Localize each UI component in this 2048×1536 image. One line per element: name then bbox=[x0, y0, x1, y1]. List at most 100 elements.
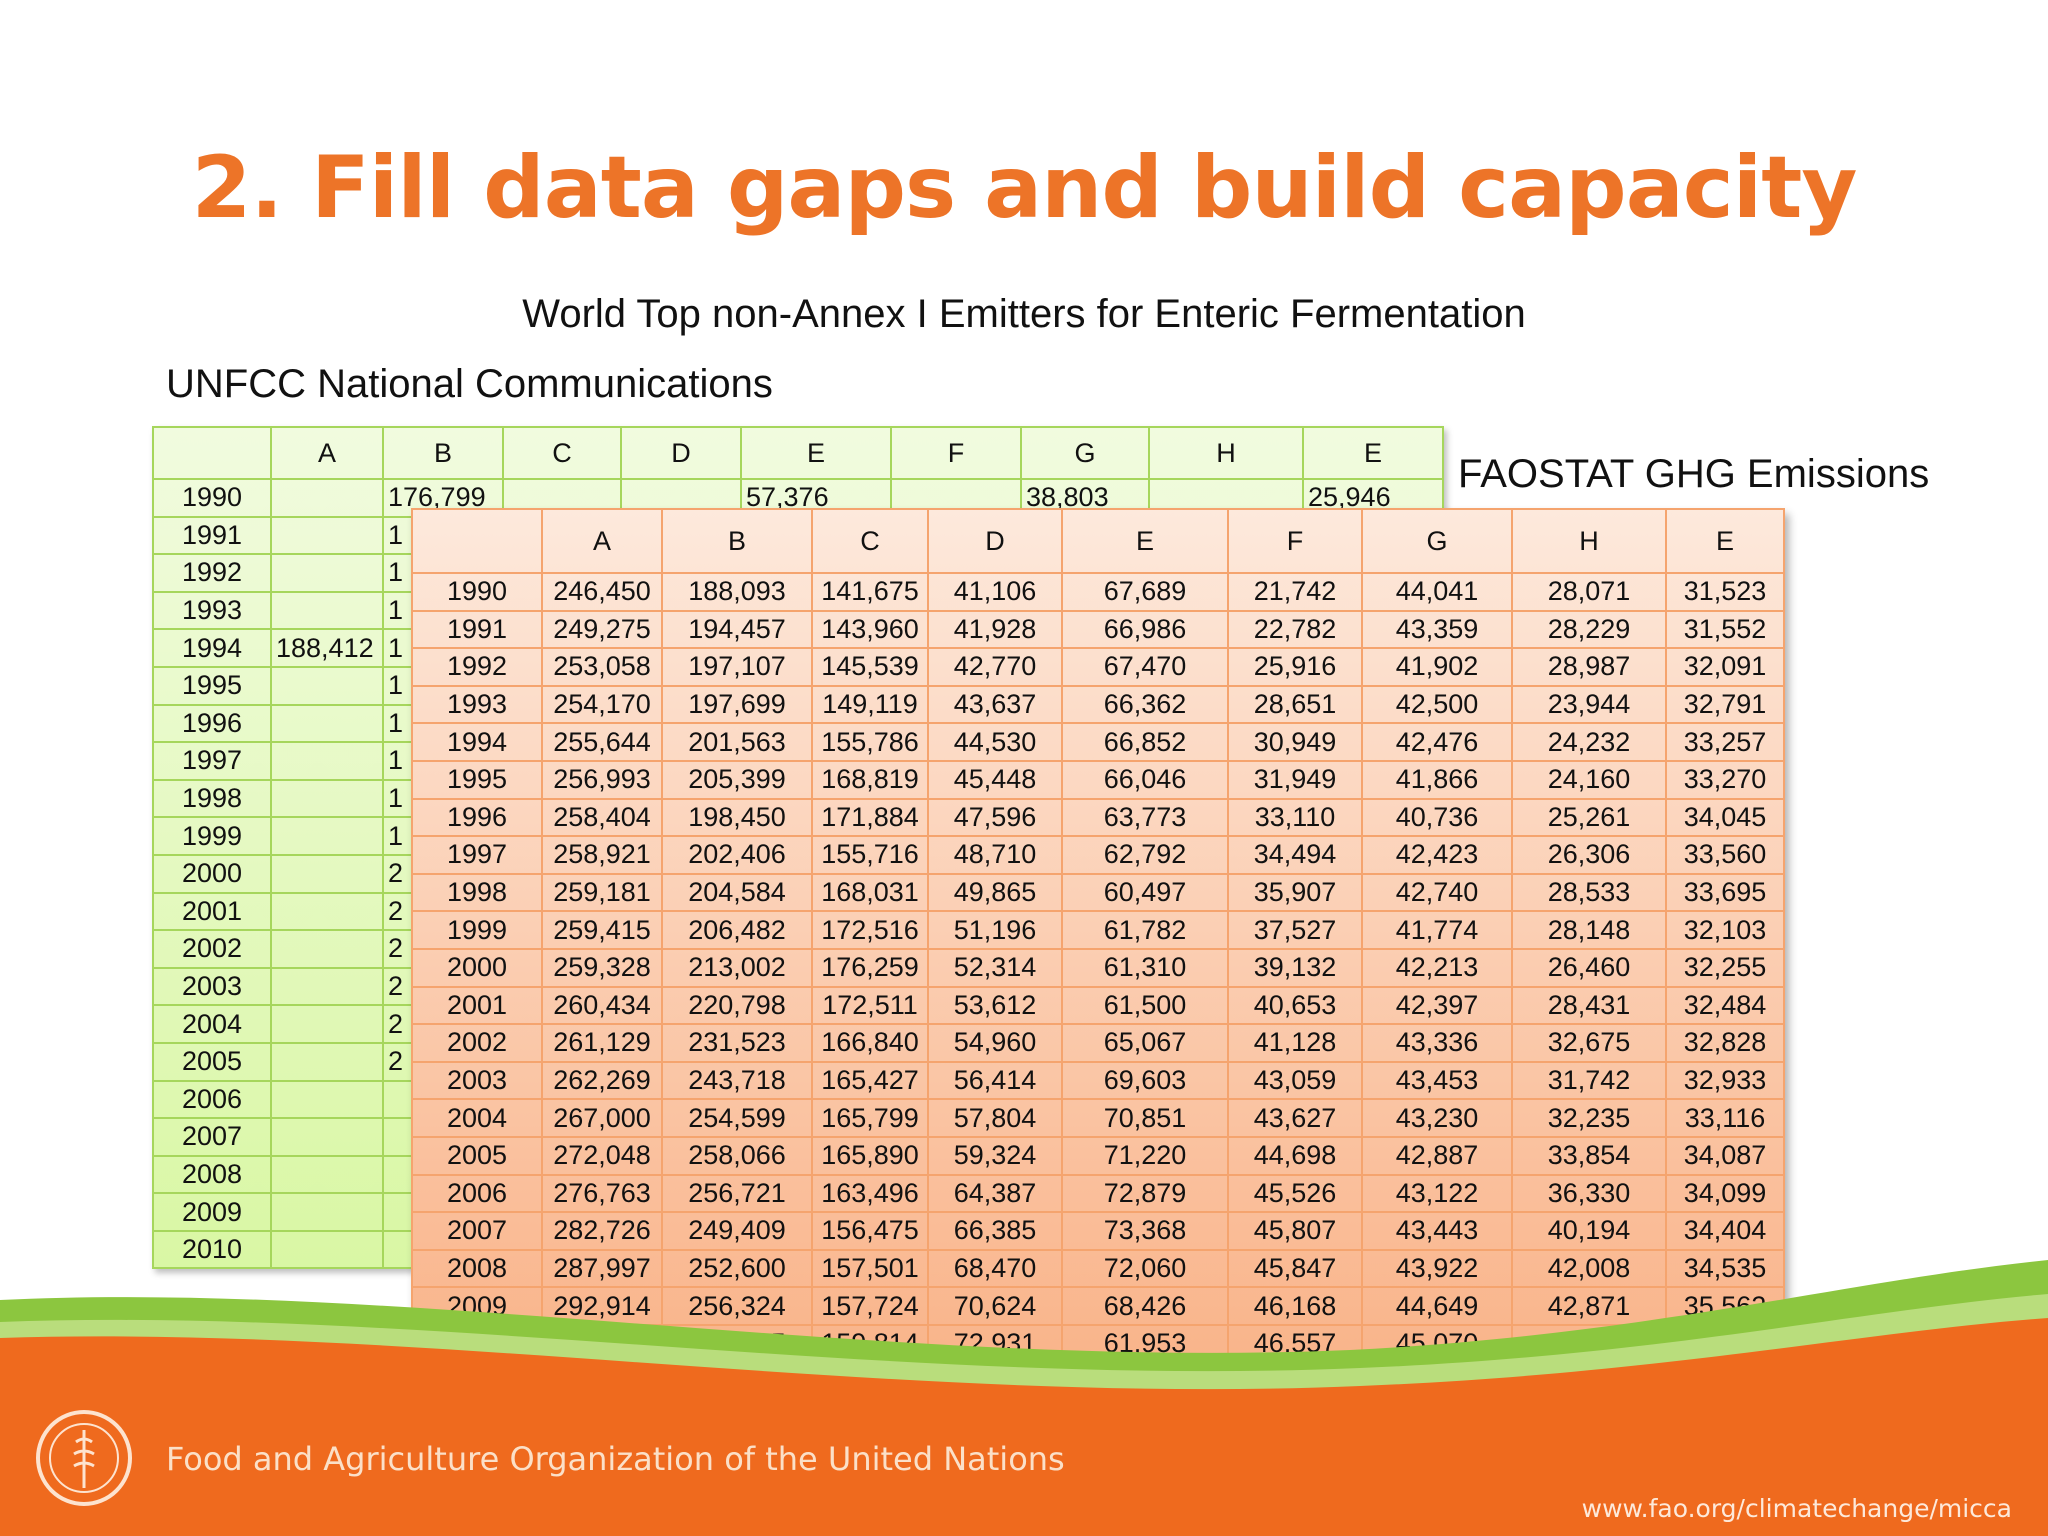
value-cell: 272,048 bbox=[541, 1135, 663, 1176]
year-cell: 2001 bbox=[152, 891, 272, 932]
value-cell: 256,721 bbox=[661, 1173, 813, 1214]
value-cell: 39,132 bbox=[1227, 947, 1363, 988]
organization-name: Food and Agriculture Organization of the… bbox=[166, 1440, 1065, 1478]
value-cell: 41,866 bbox=[1361, 759, 1513, 800]
table-row: 2005 272,048 258,066 165,890 59,324 71,220 44,… bbox=[411, 1135, 1785, 1176]
value-cell: 32,255 bbox=[1665, 947, 1785, 988]
value-cell: 42,213 bbox=[1361, 947, 1513, 988]
value-cell: 70,624 bbox=[927, 1286, 1063, 1326]
value-cell: 42,423 bbox=[1361, 835, 1513, 875]
year-cell: 2006 bbox=[152, 1079, 272, 1120]
column-header: A bbox=[270, 426, 384, 480]
value-cell: 43,627 bbox=[1227, 1098, 1363, 1138]
value-cell: 163,496 bbox=[811, 1173, 929, 1214]
value-cell bbox=[270, 891, 384, 932]
year-cell: 2009 bbox=[152, 1192, 272, 1232]
value-cell: 61,500 bbox=[1061, 985, 1229, 1026]
value-cell bbox=[270, 478, 384, 518]
value-cell: 66,385 bbox=[927, 1211, 1063, 1251]
year-cell: 2004 bbox=[411, 1098, 543, 1138]
value-cell: 197,699 bbox=[661, 684, 813, 725]
year-cell: 1994 bbox=[411, 722, 543, 762]
value-cell: 292,914 bbox=[541, 1286, 663, 1326]
value-cell: 66,852 bbox=[1061, 722, 1229, 762]
value-cell: 261,129 bbox=[541, 1023, 663, 1063]
value-cell: 24,160 bbox=[1511, 759, 1667, 800]
value-cell: 42,008 bbox=[1511, 1248, 1667, 1289]
value-cell: 42,770 bbox=[927, 647, 1063, 687]
value-cell: 26,460 bbox=[1511, 947, 1667, 988]
slide-title: 2. Fill data gaps and build capacity bbox=[191, 138, 1858, 238]
value-cell: 149,119 bbox=[811, 684, 929, 725]
year-cell: 1995 bbox=[411, 759, 543, 800]
value-cell: 40,653 bbox=[1227, 985, 1363, 1026]
year-cell: 2008 bbox=[411, 1248, 543, 1289]
year-cell: 1990 bbox=[411, 572, 543, 612]
value-cell: 59,324 bbox=[927, 1135, 1063, 1176]
value-cell: 155,786 bbox=[811, 722, 929, 762]
value-cell: 33,560 bbox=[1665, 835, 1785, 875]
value-cell: 213,002 bbox=[661, 947, 813, 988]
table-row: 1996 258,404 198,450 171,884 47,596 63,773 33,… bbox=[411, 797, 1785, 838]
value-cell: 66,362 bbox=[1061, 684, 1229, 725]
year-cell: 2002 bbox=[152, 929, 272, 969]
value-cell: 197,107 bbox=[661, 647, 813, 687]
value-cell: 188,412 bbox=[270, 628, 384, 668]
value-cell: 44,649 bbox=[1361, 1286, 1513, 1326]
value-cell: 30,949 bbox=[1227, 722, 1363, 762]
year-cell: 2004 bbox=[152, 1004, 272, 1044]
value-cell bbox=[270, 1117, 384, 1157]
value-cell: 157,501 bbox=[811, 1248, 929, 1289]
value-cell: 45,526 bbox=[1227, 1173, 1363, 1214]
value-cell: 33,257 bbox=[1665, 722, 1785, 762]
year-cell: 1999 bbox=[411, 910, 543, 950]
footer-url[interactable]: www.fao.org/climatechange/micca bbox=[1581, 1494, 2012, 1523]
value-cell bbox=[270, 741, 384, 781]
value-cell: 202,406 bbox=[661, 835, 813, 875]
year-cell: 1996 bbox=[152, 703, 272, 744]
value-cell: 42,476 bbox=[1361, 722, 1513, 762]
year-cell: 1999 bbox=[152, 816, 272, 856]
value-cell: 32,091 bbox=[1665, 647, 1785, 687]
value-cell: 28,071 bbox=[1511, 572, 1667, 612]
value-cell: 165,799 bbox=[811, 1098, 929, 1138]
value-cell: 22,782 bbox=[1227, 609, 1363, 650]
value-cell: 220,798 bbox=[661, 985, 813, 1026]
value-cell: 165,890 bbox=[811, 1135, 929, 1176]
value-cell: 32,235 bbox=[1511, 1098, 1667, 1138]
table-row: 2001 260,434 220,798 172,511 53,612 61,500 40,… bbox=[411, 985, 1785, 1026]
value-cell: 28,229 bbox=[1511, 609, 1667, 650]
value-cell: 32,484 bbox=[1665, 985, 1785, 1026]
table-row: 1994 255,644 201,563 155,786 44,530 66,852 30,… bbox=[411, 722, 1785, 762]
value-cell: 43,230 bbox=[1361, 1098, 1513, 1138]
value-cell: 42,740 bbox=[1361, 872, 1513, 913]
year-cell: 1992 bbox=[411, 647, 543, 687]
value-cell: 42,871 bbox=[1511, 1286, 1667, 1326]
table-row: 2003 262,269 243,718 165,427 56,414 69,603 43,… bbox=[411, 1060, 1785, 1101]
value-cell: 31,523 bbox=[1665, 572, 1785, 612]
value-cell: 68,470 bbox=[927, 1248, 1063, 1289]
year-cell: 2000 bbox=[411, 947, 543, 988]
value-cell: 67,470 bbox=[1061, 647, 1229, 687]
year-cell: 1991 bbox=[152, 515, 272, 556]
value-cell: 34,087 bbox=[1665, 1135, 1785, 1176]
value-cell bbox=[270, 816, 384, 856]
value-cell: 287,997 bbox=[541, 1248, 663, 1289]
value-cell: 32,933 bbox=[1665, 1060, 1785, 1101]
table-row: 2004 267,000 254,599 165,799 57,804 70,851 43,… bbox=[411, 1098, 1785, 1138]
year-cell: 1995 bbox=[152, 665, 272, 706]
fao-logo bbox=[36, 1410, 132, 1506]
value-cell: 46,168 bbox=[1227, 1286, 1363, 1326]
value-cell bbox=[270, 1004, 384, 1044]
value-cell: 194,457 bbox=[661, 609, 813, 650]
year-cell: 1993 bbox=[411, 684, 543, 725]
value-cell: 33,854 bbox=[1511, 1135, 1667, 1176]
value-cell: 267,000 bbox=[541, 1098, 663, 1138]
year-cell: 1994 bbox=[152, 628, 272, 668]
value-cell: 70,851 bbox=[1061, 1098, 1229, 1138]
table-row: 2000 259,328 213,002 176,259 52,314 61,310 39,… bbox=[411, 947, 1785, 988]
table-row: 1995 256,993 205,399 168,819 45,448 66,046 31,… bbox=[411, 759, 1785, 800]
column-header: E bbox=[1302, 426, 1444, 480]
value-cell: 45,807 bbox=[1227, 1211, 1363, 1251]
